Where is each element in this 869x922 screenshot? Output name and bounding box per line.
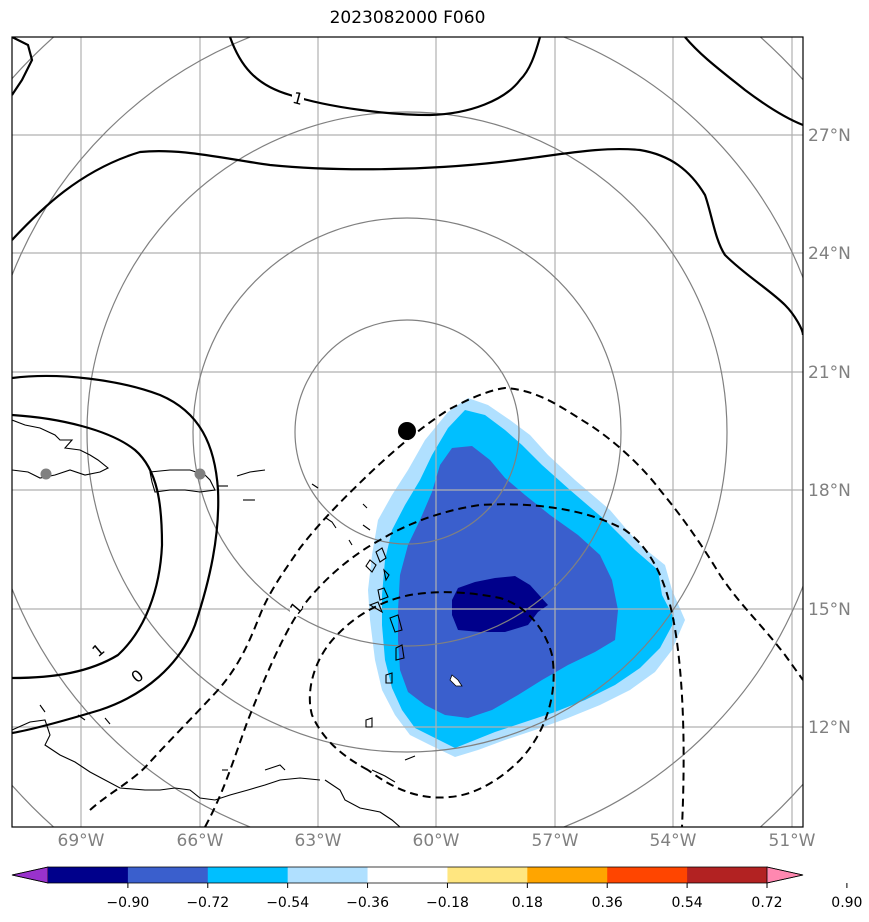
colorbar-tick-label: 0.36	[592, 895, 623, 911]
colorbar-outline	[11, 866, 804, 884]
lon-label: 69°W	[58, 831, 105, 851]
coastlines	[12, 419, 416, 827]
lat-label: 15°N	[808, 600, 851, 620]
colorbar-tick-label: 0.90	[831, 895, 862, 911]
lon-label: 51°W	[769, 831, 816, 851]
colorbar: −0.90 −0.72 −0.54 −0.36 −0.18 0.18 0.36 0.54 0.7…	[11, 866, 862, 911]
colorbar-cell	[527, 867, 608, 883]
lon-label: 60°W	[413, 831, 460, 851]
colorbar-cell	[48, 867, 129, 883]
reference-point-marker	[194, 468, 206, 480]
colorbar-cell	[687, 867, 768, 883]
contour-label: 0	[127, 666, 147, 687]
colorbar-cell	[207, 867, 289, 883]
contour-labels: 1 1 0 1	[88, 88, 307, 687]
colorbar-tick-label: −0.36	[346, 895, 389, 911]
colorbar-tick-label: −0.54	[266, 895, 309, 911]
colorbar-extend-low	[11, 866, 49, 884]
contour-label: 1	[88, 640, 108, 661]
lat-label: 27°N	[808, 126, 851, 146]
lat-label: 12°N	[808, 718, 851, 738]
shaded-field	[368, 398, 685, 757]
colorbar-tick-label: −0.72	[186, 895, 229, 911]
colorbar-tick-label: 0.54	[672, 895, 703, 911]
colorbar-cell	[367, 867, 448, 883]
map-frame	[11, 36, 804, 828]
storm-center-marker	[398, 422, 416, 440]
contour-label: 1	[291, 88, 306, 109]
colorbar-cell	[287, 867, 369, 883]
colorbar-cell	[607, 867, 688, 883]
lon-label: 66°W	[177, 831, 224, 851]
colorbar-cell	[127, 867, 209, 883]
colorbar-cell	[447, 867, 528, 883]
dashed-contours	[89, 386, 803, 827]
colorbar-tick-label: −0.90	[106, 895, 149, 911]
lon-label: 63°W	[295, 831, 342, 851]
colorbar-tick-label: −0.18	[426, 895, 469, 911]
lon-label: 54°W	[650, 831, 697, 851]
colorbar-tick-label: 0.18	[512, 895, 543, 911]
solid-contours	[12, 37, 803, 735]
graticule	[12, 37, 803, 827]
colorbar-extend-high	[766, 866, 804, 884]
lon-label: 57°W	[532, 831, 579, 851]
colorbar-tick-label: 0.72	[751, 895, 782, 911]
lat-label: 24°N	[808, 244, 851, 264]
lat-label: 18°N	[808, 481, 851, 501]
map-title: 2023082000 F060	[329, 8, 486, 28]
lat-label: 21°N	[808, 363, 851, 383]
reference-point-marker	[40, 468, 52, 480]
longitude-labels: 69°W 66°W 63°W 60°W 57°W 54°W 51°W	[58, 831, 816, 851]
latitude-labels: 27°N 24°N 21°N 18°N 15°N 12°N	[808, 126, 851, 738]
shade-dark-blue	[452, 576, 548, 632]
